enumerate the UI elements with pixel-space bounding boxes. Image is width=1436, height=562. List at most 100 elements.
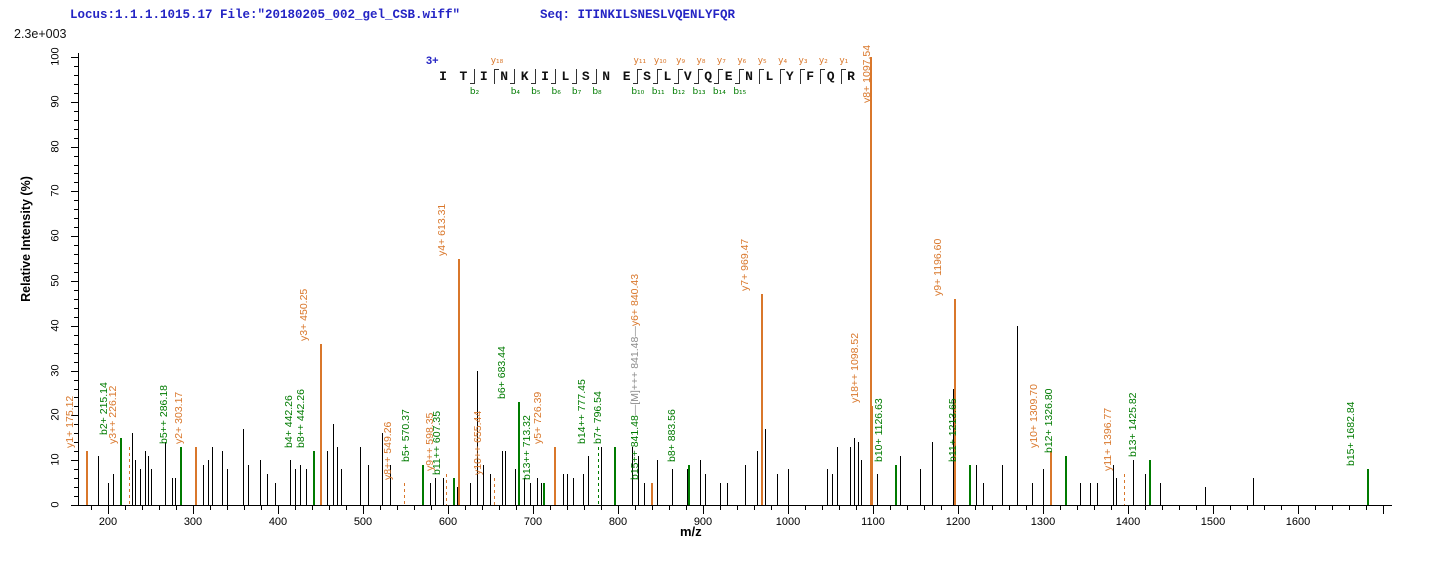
peak-label-y1+: y1+ 175.12: [63, 395, 76, 449]
y-tick-minor: [74, 92, 78, 94]
peak: [726, 482, 728, 505]
x-tick-minor: [601, 506, 602, 510]
peak: [476, 370, 478, 505]
sequence-residue: Y: [785, 69, 794, 84]
y-tick-minor: [74, 209, 78, 211]
peak: [952, 388, 954, 505]
y-ion-arm: [779, 69, 785, 70]
x-tick-minor: [1281, 506, 1282, 510]
y-ion-arm: [800, 69, 805, 70]
x-tick-minor: [261, 506, 262, 510]
y-ion-arm: [698, 69, 703, 70]
x-tick-label: 800: [608, 516, 628, 528]
cleavage-bar: [534, 69, 536, 84]
peak: [274, 482, 276, 505]
x-tick-major: [1213, 506, 1214, 514]
sequence-residue: N: [500, 69, 509, 84]
y-ion-marker: y₄: [778, 56, 788, 66]
y-tick-minor: [74, 487, 78, 489]
x-tick-label: 1600: [1285, 516, 1311, 528]
x-tick-label: 1400: [1115, 516, 1141, 528]
peak: [861, 460, 863, 505]
b-ion-marker: b₁₄: [712, 87, 726, 97]
peak-y2+: [194, 446, 197, 505]
peak: [340, 469, 342, 505]
y-tick-minor: [74, 74, 78, 76]
x-tick-minor: [482, 506, 483, 510]
y-tick-minor: [74, 469, 78, 471]
x-tick-minor: [295, 506, 296, 510]
peak-label-b14++: b14++ 777.45: [575, 378, 588, 444]
x-tick-minor: [890, 506, 891, 510]
cleavage-bar: [759, 69, 761, 84]
b-ion-arm: [734, 83, 740, 84]
peak: [1031, 482, 1033, 505]
peak-label-y9+: y9+ 1196.60: [932, 238, 945, 296]
peak: [171, 478, 173, 505]
sequence-residue: L: [561, 69, 570, 84]
peak-y1+: [85, 451, 88, 505]
y-tick-minor: [74, 496, 78, 498]
peak: [470, 482, 472, 505]
y-tick-minor: [74, 200, 78, 202]
peak: [837, 446, 839, 505]
header-sequence: Seq: ITINKILSNESLVQENLYFQR: [540, 8, 736, 22]
peak-label-y6+: b15++ 841.48—[M]+++ 841.48—y6+ 840.43: [629, 273, 642, 480]
b-ion-marker: b₁₃: [692, 87, 706, 97]
peak: [306, 469, 308, 505]
x-tick-minor: [1162, 506, 1163, 510]
x-tick-major: [618, 506, 619, 514]
peak: [140, 469, 142, 505]
y-tick-label: 100: [49, 47, 62, 66]
b-ion-marker: b₇: [571, 87, 582, 97]
sequence-residue: K: [520, 69, 529, 84]
peak-label-b5++: b5++ 286.18: [158, 384, 171, 444]
y-ion-arm: [677, 69, 683, 70]
peak: [333, 424, 335, 505]
peak: [720, 482, 721, 505]
b-ion-arm: [694, 83, 699, 84]
x-tick-minor: [856, 506, 857, 510]
peak-b10+: [894, 464, 897, 505]
y-tick-major: [71, 101, 78, 103]
y-ion-arm: [759, 69, 765, 70]
y-tick-major: [71, 236, 78, 238]
sequence-residue: N: [602, 69, 611, 84]
b-ion-marker: b₈: [592, 87, 602, 97]
peak-b12+: [1064, 455, 1067, 505]
x-tick-minor: [516, 506, 517, 510]
y-tick-label: 60: [49, 229, 62, 242]
x-tick-minor: [91, 506, 92, 510]
y-tick-minor: [74, 298, 78, 300]
peak: [686, 469, 688, 505]
peak: [1133, 460, 1135, 505]
x-tick-major: [1043, 506, 1044, 514]
y-ion-marker: y₁₀: [653, 56, 667, 66]
peak: [765, 428, 767, 505]
x-tick-label: 600: [438, 516, 458, 528]
b-ion-marker: b₁₁: [651, 87, 665, 97]
y-tick-minor: [74, 137, 78, 139]
peak-y7+: [761, 294, 764, 505]
y-tick-label: 90: [49, 95, 62, 108]
y-tick-label: 80: [49, 139, 62, 153]
cleavage-bar: [514, 69, 516, 84]
peak: [266, 473, 268, 505]
b-ion-marker: b₆: [551, 87, 561, 97]
peak-y10++: [494, 478, 496, 505]
peak-y6+: [651, 482, 654, 505]
y-tick-minor: [74, 379, 78, 381]
cleavage-bar: [840, 69, 842, 84]
x-tick-major: [193, 506, 194, 514]
x-tick-minor: [686, 506, 687, 510]
peak: [368, 464, 370, 505]
peak: [442, 478, 444, 505]
peak-label-b13+: b13+ 1425.82: [1126, 392, 1139, 458]
b-ion-marker: b₁₅: [733, 87, 747, 97]
x-tick-minor: [431, 506, 432, 510]
y-ion-arm: [636, 69, 642, 70]
y-ion-marker: y₈: [696, 56, 706, 66]
peak: [108, 482, 109, 505]
peak-label-b4+: b4+ 442.26: [282, 395, 295, 449]
